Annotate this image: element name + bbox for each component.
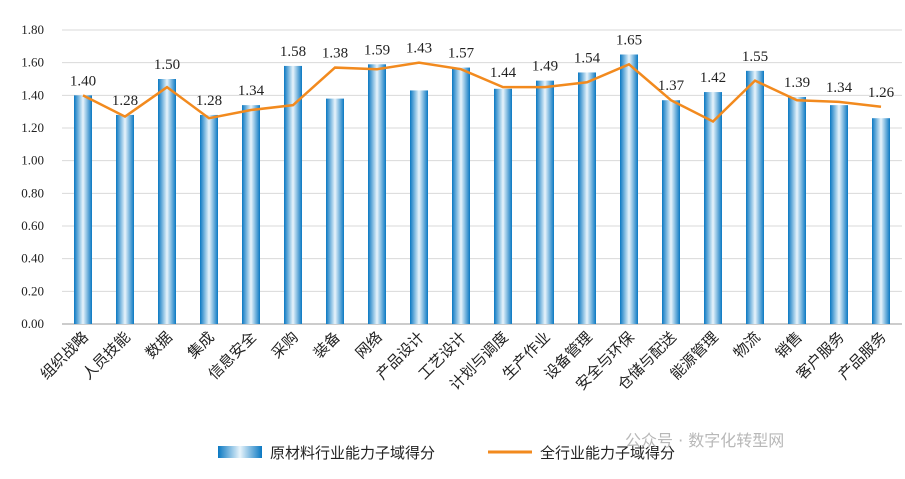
y-tick-label: 0.80 (21, 185, 44, 200)
bar (284, 65, 302, 324)
bar (410, 90, 428, 324)
y-tick-label: 0.60 (21, 218, 44, 233)
data-label: 1.54 (574, 50, 601, 66)
y-tick-label: 1.00 (21, 153, 44, 168)
bar (158, 79, 176, 324)
data-label: 1.43 (406, 41, 432, 57)
data-label: 1.65 (616, 33, 642, 49)
bar (536, 80, 554, 324)
legend-line-label: 全行业能力子域得分 (540, 444, 675, 462)
x-tick-label: 装备 (310, 328, 344, 362)
bar (368, 64, 386, 325)
bar (662, 100, 680, 324)
bar (74, 95, 92, 324)
data-label: 1.59 (364, 42, 390, 58)
bar (704, 92, 722, 324)
y-tick-label: 0.00 (21, 316, 44, 331)
data-label: 1.50 (154, 57, 180, 73)
y-tick-label: 1.20 (21, 120, 44, 135)
legend-bar-label: 原材料行业能力子域得分 (270, 444, 435, 462)
bar (452, 67, 470, 325)
bar (116, 114, 134, 324)
y-tick-label: 0.40 (21, 251, 44, 266)
data-label: 1.57 (448, 46, 475, 62)
data-label: 1.58 (280, 44, 306, 60)
watermark: 公众号 · 数字化转型网 (625, 431, 784, 450)
bar (578, 72, 596, 324)
x-tick-label: 数据 (142, 328, 176, 362)
x-tick-label: 集成 (184, 328, 218, 362)
data-label: 1.39 (784, 75, 810, 91)
y-tick-label: 1.80 (21, 22, 44, 37)
y-tick-label: 1.40 (21, 87, 44, 102)
x-tick-label: 采购 (268, 328, 302, 362)
data-label: 1.34 (826, 80, 853, 96)
bar (494, 88, 512, 324)
bar (872, 118, 890, 324)
data-label: 1.38 (322, 46, 348, 62)
bar (746, 70, 764, 324)
y-tick-label: 0.20 (21, 283, 44, 298)
data-label: 1.34 (238, 83, 265, 99)
data-label: 1.26 (868, 85, 895, 101)
x-tick-label: 网络 (352, 328, 386, 362)
data-label: 1.55 (742, 49, 768, 65)
data-label: 1.28 (196, 93, 222, 109)
bar (830, 105, 848, 324)
legend: 原材料行业能力子域得分 全行业能力子域得分 (218, 444, 675, 462)
data-label: 1.49 (532, 59, 558, 75)
x-tick-label: 销售 (772, 328, 806, 362)
x-tick-label: 物流 (730, 328, 764, 362)
y-tick-label: 1.60 (21, 55, 44, 70)
data-label: 1.42 (700, 70, 726, 86)
bar (326, 98, 344, 324)
data-label: 1.37 (658, 78, 685, 94)
legend-bar-swatch (218, 446, 262, 458)
bar (242, 105, 260, 324)
bar (788, 96, 806, 324)
series-line (82, 61, 882, 123)
bar (620, 54, 638, 324)
bar (200, 114, 218, 324)
data-label: 1.44 (490, 65, 517, 81)
data-label: 1.40 (70, 73, 96, 89)
data-label: 1.28 (112, 93, 138, 109)
